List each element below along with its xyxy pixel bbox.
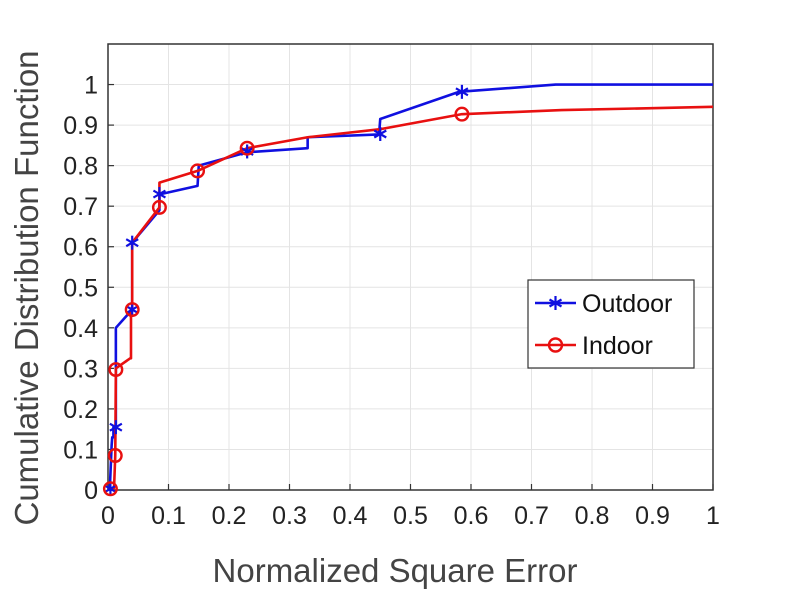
- y-tick-label: 0.1: [63, 436, 98, 464]
- series-markers: [102, 84, 470, 497]
- indoor-circle-marker: [108, 362, 124, 378]
- y-tick-label: 0.9: [63, 112, 98, 140]
- y-tick-label: 0: [84, 477, 98, 505]
- x-tick-label: 0.5: [393, 502, 428, 530]
- x-ticks: 0 0.1 0.2 0.3 0.4 0.5 0.6 0.7 0.8 0.9 1: [101, 484, 720, 530]
- y-tick-label: 0.3: [63, 355, 98, 383]
- outdoor-asterisk-marker: [373, 127, 387, 142]
- outdoor-asterisk-marker: [152, 187, 166, 202]
- y-tick-label: 0.8: [63, 153, 98, 181]
- indoor-circle-marker: [454, 106, 470, 122]
- indoor-circle-marker: [107, 448, 123, 464]
- grid-lines: [108, 44, 713, 490]
- x-tick-label: 0.2: [212, 502, 247, 530]
- x-tick-label: 1: [706, 502, 720, 530]
- legend-indoor-circle-icon: [547, 337, 564, 353]
- legend-outdoor-label: Outdoor: [582, 290, 672, 318]
- x-tick-label: 0.4: [333, 502, 368, 530]
- x-tick-label: 0.1: [151, 502, 186, 530]
- y-tick-label: 0.7: [63, 193, 98, 221]
- indoor-circle-marker: [124, 302, 140, 318]
- y-tick-label: 0.2: [63, 396, 98, 424]
- y-tick-label: 0.4: [63, 315, 98, 343]
- outdoor-asterisk-marker: [109, 420, 123, 435]
- indoor-circle-marker: [239, 140, 255, 156]
- outdoor-asterisk-marker: [455, 84, 469, 99]
- legend: Outdoor Indoor: [527, 279, 695, 369]
- y-tick-label: 0.6: [63, 234, 98, 262]
- indoor-circle-marker: [151, 199, 167, 215]
- indoor-circle-marker: [190, 163, 206, 179]
- x-axis-title: Normalized Square Error: [213, 552, 578, 589]
- legend-box: [527, 279, 695, 369]
- x-tick-label: 0.6: [454, 502, 489, 530]
- x-tick-label: 0.9: [635, 502, 670, 530]
- y-tick-label: 0.5: [63, 274, 98, 302]
- outdoor-asterisk-marker: [125, 235, 139, 250]
- x-tick-label: 0: [101, 502, 115, 530]
- y-tick-label: 1: [84, 72, 98, 100]
- y-ticks: 0 0.1 0.2 0.3 0.4 0.5 0.6 0.7 0.8 0.9 1: [63, 72, 114, 505]
- legend-outdoor-asterisk-icon: [548, 296, 563, 310]
- outdoor-asterisk-marker: [125, 302, 139, 317]
- x-tick-label: 0.8: [575, 502, 610, 530]
- legend-indoor-label: Indoor: [582, 332, 653, 360]
- x-tick-label: 0.3: [272, 502, 307, 530]
- outdoor-asterisk-marker: [103, 481, 117, 496]
- y-axis-title: Cumulative Distribution Function: [8, 50, 45, 525]
- indoor-circle-marker: [102, 481, 118, 497]
- x-tick-label: 0.7: [514, 502, 549, 530]
